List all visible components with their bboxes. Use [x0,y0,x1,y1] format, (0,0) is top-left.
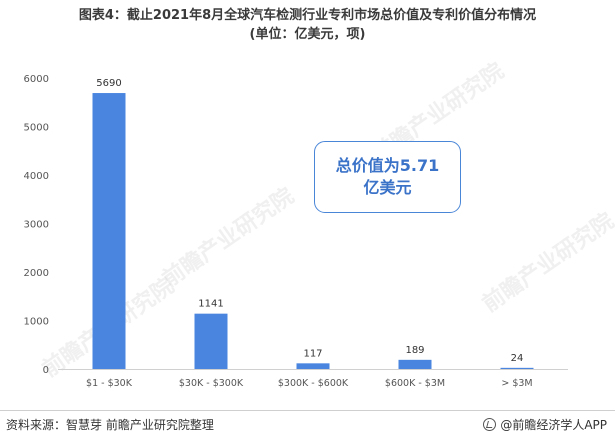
y-tick-label: 0 [43,365,49,376]
x-tick-label: $1 - $30K [86,378,133,389]
source-note: 资料来源：智慧芽 前瞻产业研究院整理 [6,418,214,432]
title-line-1: 图表4：截止2021年8月全球汽车检测行业专利市场总价值及专利价值分布情况 [78,8,537,23]
footer-divider [0,410,615,411]
y-tick-label: 6000 [24,74,49,85]
bar-value-label: 117 [303,348,322,359]
bar [500,367,534,369]
x-tick-label: $600K - $3M [385,378,445,389]
title-line-2: (单位：亿美元，项) [249,27,366,42]
bar [194,313,228,369]
bar [398,359,432,369]
y-tick-label: 2000 [24,268,49,279]
y-tick-label: 1000 [24,317,49,328]
x-tick-label: $300K - $600K [278,378,349,389]
y-tick-label: 3000 [24,220,49,231]
x-tick-label: $30K - $300K [179,378,244,389]
y-tick-label: 5000 [24,123,49,134]
bar-value-label: 1141 [198,299,223,310]
callout-line-2: 亿美元 [363,178,412,197]
callout-line-1: 总价值为5.71 [335,156,440,175]
bar [296,363,330,369]
brand-label: @前瞻经济学人APP [500,418,607,432]
total-value-callout: 总价值为5.71 亿美元 [314,141,461,213]
bar [92,93,126,369]
chart-title: 图表4：截止2021年8月全球汽车检测行业专利市场总价值及专利价值分布情况 (单… [0,6,615,44]
bar-value-label: 189 [405,345,424,356]
x-tick-label: > $3M [501,378,532,389]
brand-logo-icon [483,418,497,431]
bar-value-label: 5690 [96,78,121,89]
brand-mark: @前瞻经济学人APP [483,416,607,433]
bar-value-label: 24 [511,353,524,364]
y-tick-label: 4000 [24,171,49,182]
